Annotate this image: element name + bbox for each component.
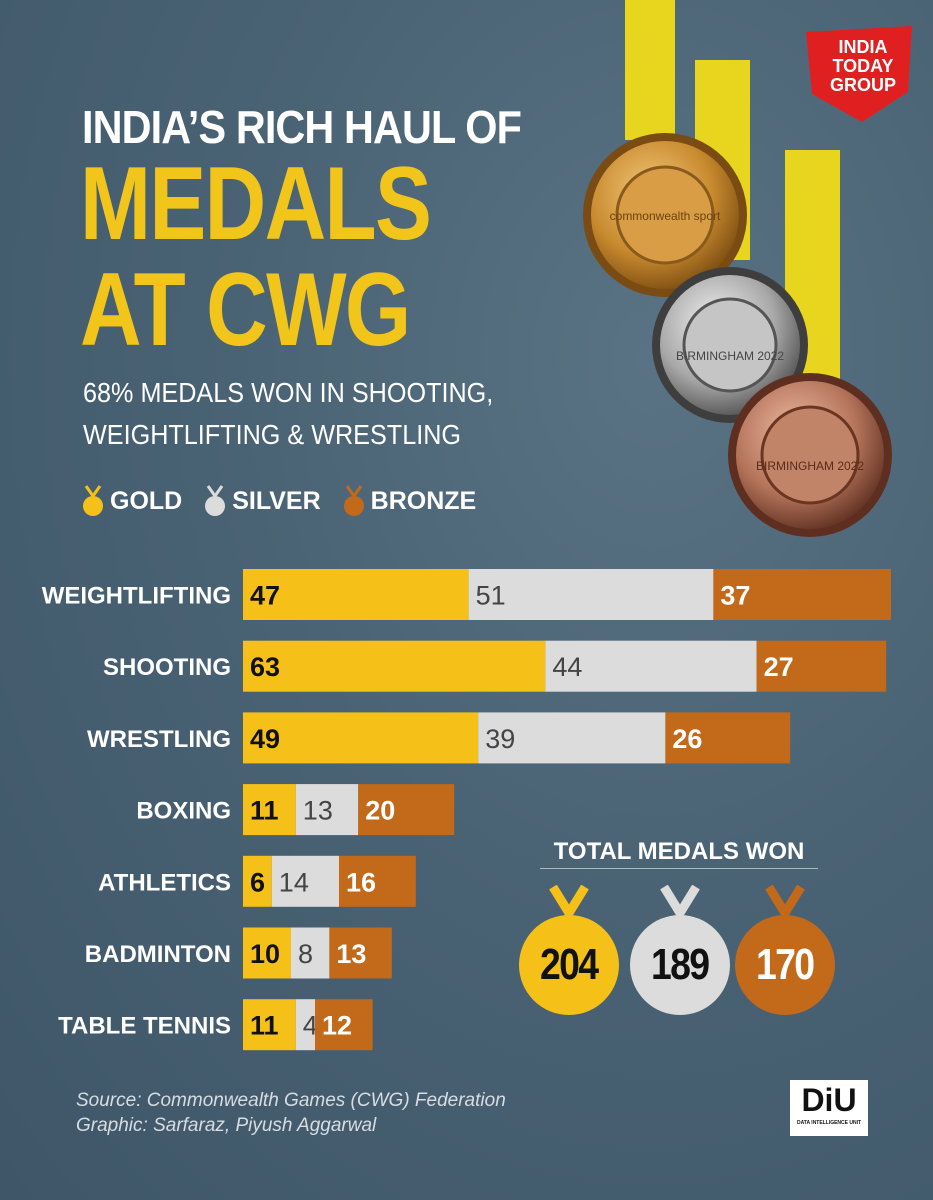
category-label: WRESTLING — [87, 726, 231, 753]
total-medals-title: TOTAL MEDALS WON — [540, 838, 818, 869]
bar-gold — [243, 712, 479, 764]
bar-value-bronze: 16 — [346, 867, 376, 897]
bar-value-bronze: 20 — [365, 796, 395, 826]
subtitle: 68% MEDALS WON IN SHOOTING, WEIGHTLIFTIN… — [83, 377, 494, 450]
bar-gold — [243, 927, 291, 979]
graphic-credit-line: Graphic: Sarfaraz, Piyush Aggarwal — [76, 1115, 377, 1136]
legend-gold-label: GOLD — [110, 486, 183, 515]
bar-value-gold: 11 — [250, 1011, 279, 1041]
bar-silver — [468, 569, 714, 620]
total-gold-disc: 204 — [519, 915, 619, 1015]
medals-illustration: commonwealth sport BIRMINGHAM 2022 BIRMI… — [583, 0, 892, 537]
bar-gold — [243, 999, 296, 1051]
legend: GOLD SILVER BRONZE — [82, 484, 476, 518]
bar-silver — [478, 712, 666, 764]
bar-value-silver: 51 — [476, 581, 506, 611]
category-label: SHOOTING — [103, 654, 231, 681]
legend-silver-label: SILVER — [232, 486, 321, 515]
bronze-medal-inscription: BIRMINGHAM 2022 — [756, 459, 864, 473]
gold-medal-inscription: commonwealth sport — [610, 209, 721, 223]
diu-logo-text: DiU — [801, 1082, 857, 1118]
category-label: BADMINTON — [85, 941, 231, 968]
bar-value-gold: 47 — [250, 581, 280, 611]
bar-silver — [295, 784, 359, 836]
diu-logo-subtext: DATA INTELLIGENCE UNIT — [796, 1120, 862, 1126]
bar-bronze — [665, 712, 791, 764]
title-line2: MEDALS — [80, 146, 432, 262]
total-silver-disc: 189 — [630, 915, 730, 1015]
category-label: TABLE TENNIS — [58, 1013, 231, 1040]
medals-bar-chart: WEIGHTLIFTING 47 51 37 SHOOTING 63 44 27 WRESTLI… — [42, 569, 891, 1051]
bar-value-gold: 63 — [250, 652, 280, 682]
title-line3: AT CWG — [80, 252, 411, 368]
bar-value-silver: 14 — [279, 867, 309, 897]
india-today-group-logo: INDIA TODAY GROUP — [800, 22, 915, 127]
bar-gold — [243, 640, 546, 692]
gold-medal-icon — [83, 485, 103, 516]
legend-silver: SILVER — [204, 484, 321, 518]
silver-medal-icon — [205, 485, 226, 516]
gold-ribbon-icon — [549, 885, 589, 922]
total-bronze-disc: 170 — [735, 915, 835, 1015]
legend-bronze: BRONZE — [343, 484, 477, 518]
category-label: ATHLETICS — [98, 869, 231, 896]
bar-value-silver: 13 — [303, 796, 333, 826]
total-bronze-value: 170 — [756, 940, 815, 989]
total-gold: 204 — [519, 885, 619, 1025]
legend-bronze-label: BRONZE — [370, 486, 477, 515]
source-line: Source: Commonwealth Games (CWG) Federat… — [76, 1090, 506, 1111]
bar-bronze — [339, 855, 416, 907]
total-silver: 189 — [630, 885, 730, 1025]
legend-gold: GOLD — [82, 484, 182, 518]
total-silver-value: 189 — [651, 940, 710, 989]
bar-bronze — [358, 784, 455, 836]
bar-value-silver: 4 — [303, 1011, 318, 1041]
title-line1: INDIA’S RICH HAUL OF — [82, 101, 522, 153]
bar-value-silver: 44 — [552, 652, 582, 682]
bar-value-gold: 6 — [250, 867, 265, 897]
bar-silver — [295, 999, 315, 1051]
bar-value-bronze: 13 — [336, 939, 366, 969]
bar-value-gold: 10 — [250, 939, 280, 969]
bar-value-bronze: 27 — [764, 652, 794, 682]
bar-bronze — [713, 569, 891, 620]
bar-gold — [243, 855, 272, 907]
bronze-medal-icon — [343, 485, 364, 516]
bar-value-gold: 49 — [250, 724, 280, 754]
bar-value-bronze: 12 — [322, 1011, 352, 1041]
diu-logo: DiU DATA INTELLIGENCE UNIT — [790, 1080, 868, 1136]
bar-gold — [243, 784, 296, 836]
bar-value-silver: 39 — [485, 724, 515, 754]
total-gold-value: 204 — [540, 940, 599, 989]
logo-line3: GROUP — [829, 75, 896, 95]
bar-bronze — [756, 640, 887, 692]
bar-silver — [271, 855, 339, 907]
silver-ribbon-icon — [660, 885, 700, 922]
total-bronze: 170 — [735, 885, 835, 1025]
source-credits: Source: Commonwealth Games (CWG) Federat… — [76, 1088, 506, 1138]
bar-value-bronze: 26 — [672, 724, 702, 754]
logo-line2: TODAY — [832, 56, 894, 76]
bar-silver — [545, 640, 757, 692]
bronze-ribbon-icon — [765, 885, 805, 922]
bar-value-bronze: 37 — [720, 581, 750, 611]
logo-line1: INDIA — [838, 37, 888, 57]
bar-value-silver: 8 — [298, 939, 313, 969]
bar-value-gold: 11 — [250, 796, 279, 826]
category-label: WEIGHTLIFTING — [42, 583, 231, 610]
category-label: BOXING — [136, 798, 231, 825]
bar-bronze — [329, 927, 392, 979]
bar-bronze — [315, 999, 373, 1051]
silver-medal-inscription: BIRMINGHAM 2022 — [676, 349, 784, 363]
bar-gold — [243, 569, 469, 620]
bar-silver — [291, 927, 330, 979]
